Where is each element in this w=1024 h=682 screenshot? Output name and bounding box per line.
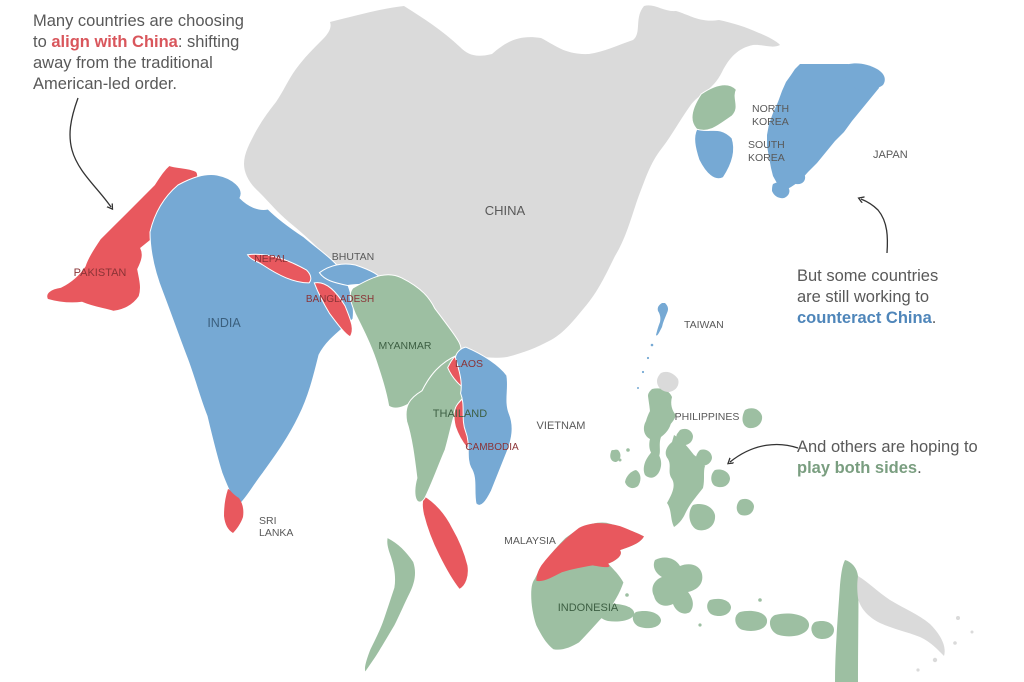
svg-text:JAPAN: JAPAN <box>873 149 908 161</box>
svg-text:CHINA: CHINA <box>485 203 526 218</box>
svg-text:play both sides.: play both sides. <box>797 459 922 477</box>
svg-text:VIETNAM: VIETNAM <box>537 420 586 432</box>
svg-text:counteract China.: counteract China. <box>797 309 936 327</box>
svg-text:are still working to: are still working to <box>797 288 929 306</box>
svg-text:BHUTAN: BHUTAN <box>332 251 374 263</box>
svg-text:Many countries are choosing: Many countries are choosing <box>33 12 244 30</box>
svg-text:NEPAL: NEPAL <box>254 253 288 265</box>
svg-text:LANKA: LANKA <box>259 527 293 539</box>
svg-text:But some countries: But some countries <box>797 267 938 285</box>
svg-text:to align with China: shifting: to align with China: shifting <box>33 33 239 51</box>
svg-text:TAIWAN: TAIWAN <box>684 319 724 331</box>
svg-text:SRI: SRI <box>259 515 277 527</box>
svg-text:And others are hoping to: And others are hoping to <box>797 438 978 456</box>
svg-text:CAMBODIA: CAMBODIA <box>465 442 519 453</box>
svg-text:THAILAND: THAILAND <box>433 408 487 420</box>
svg-text:MALAYSIA: MALAYSIA <box>504 535 556 547</box>
svg-text:American-led order.: American-led order. <box>33 75 177 93</box>
svg-text:PHILIPPINES: PHILIPPINES <box>675 411 740 423</box>
svg-text:SOUTH: SOUTH <box>748 139 785 151</box>
svg-text:INDIA: INDIA <box>207 316 241 330</box>
svg-text:away from the traditional: away from the traditional <box>33 54 213 72</box>
svg-text:NORTH: NORTH <box>752 103 789 115</box>
svg-text:KOREA: KOREA <box>748 152 785 164</box>
svg-text:BANGLADESH: BANGLADESH <box>306 294 374 305</box>
svg-text:PAKISTAN: PAKISTAN <box>74 267 127 279</box>
svg-text:INDONESIA: INDONESIA <box>558 602 619 614</box>
svg-text:KOREA: KOREA <box>752 116 789 128</box>
svg-text:MYANMAR: MYANMAR <box>379 340 432 352</box>
svg-text:LAOS: LAOS <box>455 358 483 370</box>
